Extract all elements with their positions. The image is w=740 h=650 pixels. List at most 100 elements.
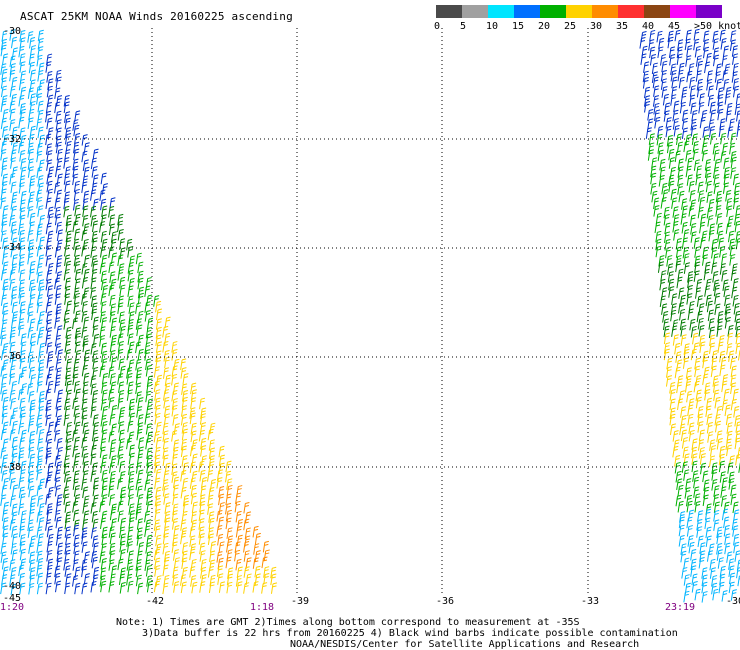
wind-barb: [705, 172, 712, 185]
wind-barb: [685, 367, 692, 379]
wind-barb: [673, 229, 680, 241]
wind-barb: [709, 132, 717, 145]
latitude-label: -32: [3, 134, 21, 145]
wind-barb: [136, 428, 143, 441]
wind-barb: [730, 365, 737, 378]
wind-barb: [45, 582, 52, 595]
wind-barb: [663, 231, 671, 244]
wind-barb: [38, 279, 45, 291]
wind-barb: [108, 430, 115, 443]
wind-barb: [64, 285, 71, 298]
wind-barb: [63, 173, 70, 185]
wind-barb: [101, 358, 108, 370]
wind-barb: [199, 500, 206, 513]
wind-barb: [9, 574, 16, 586]
wind-barb: [10, 397, 17, 410]
wind-barb: [45, 447, 52, 459]
wind-barb: [695, 287, 702, 299]
wind-barb: [200, 574, 207, 586]
wind-barb: [9, 332, 16, 345]
wind-barb: [109, 350, 116, 362]
wind-barb: [728, 118, 736, 130]
wind-barb: [36, 92, 43, 105]
wind-barb: [243, 550, 250, 562]
wind-barb: [73, 534, 80, 546]
legend-color-bar: [436, 5, 722, 18]
wind-barb: [690, 565, 697, 577]
legend-tick-label: 20: [538, 21, 551, 32]
wind-barb: [687, 271, 694, 283]
wind-barb: [99, 517, 107, 530]
legend-swatch: [514, 5, 540, 18]
wind-barb: [648, 39, 655, 51]
wind-barb: [100, 398, 107, 411]
wind-barb: [726, 444, 733, 457]
wind-barb: [657, 149, 664, 162]
wind-barb: [171, 398, 178, 410]
wind-barb: [64, 111, 71, 123]
wind-barb: [709, 101, 716, 114]
wind-barb: [73, 287, 80, 299]
wind-barb: [270, 566, 277, 579]
wind-barb: [709, 558, 716, 571]
wind-barb: [92, 436, 99, 449]
wind-barb: [669, 389, 676, 401]
wind-barb: [27, 206, 34, 218]
wind-barb: [63, 309, 70, 322]
wind-barb: [73, 380, 80, 393]
wind-barb: [686, 293, 693, 305]
wind-barb: [81, 565, 88, 578]
wind-barb: [697, 439, 705, 451]
wind-barb: [688, 429, 695, 442]
wind-barb: [28, 366, 35, 379]
wind-barb: [650, 172, 657, 185]
wind-barb: [708, 326, 716, 339]
wind-barb: [683, 253, 690, 265]
wind-barb: [126, 389, 133, 401]
wind-barb: [81, 541, 88, 553]
wind-barb: [54, 245, 61, 258]
wind-barb: [36, 333, 44, 345]
wind-barb: [47, 206, 54, 219]
wind-barb: [171, 389, 178, 402]
wind-barb: [19, 357, 26, 370]
wind-barb: [74, 133, 81, 145]
wind-barb: [735, 342, 740, 354]
wind-barb: [135, 462, 143, 474]
wind-barb: [55, 343, 62, 355]
wind-barb: [699, 341, 706, 353]
wind-barb: [81, 364, 88, 377]
wind-barb: [36, 54, 43, 67]
wind-barb: [678, 76, 685, 89]
wind-barb: [55, 358, 62, 371]
wind-barb: [691, 133, 698, 145]
wind-barb: [681, 117, 689, 130]
wind-barb: [728, 471, 735, 484]
wind-barb: [720, 150, 727, 163]
wind-barb: [74, 332, 82, 345]
wind-barb: [91, 302, 98, 315]
wind-barb: [64, 277, 71, 290]
wind-barb: [714, 292, 721, 305]
wind-barb: [91, 255, 98, 267]
wind-barb: [9, 477, 16, 490]
wind-barb: [119, 517, 127, 530]
wind-barb: [36, 381, 43, 393]
wind-barb: [10, 542, 17, 555]
wind-barb: [63, 268, 70, 281]
wind-barb: [73, 238, 80, 251]
wind-barb: [189, 407, 196, 419]
wind-barb: [83, 349, 90, 362]
wind-barb: [64, 542, 71, 555]
wind-barb: [0, 428, 7, 441]
wind-barb: [64, 340, 71, 353]
wind-barb: [681, 127, 688, 140]
wind-barb: [730, 484, 737, 497]
wind-barb: [118, 381, 125, 393]
wind-barb: [1, 412, 8, 425]
wind-barb: [699, 236, 707, 249]
wind-barb: [713, 501, 720, 514]
wind-barb: [235, 492, 242, 505]
wind-barb: [243, 501, 250, 514]
wind-barb: [83, 551, 90, 563]
